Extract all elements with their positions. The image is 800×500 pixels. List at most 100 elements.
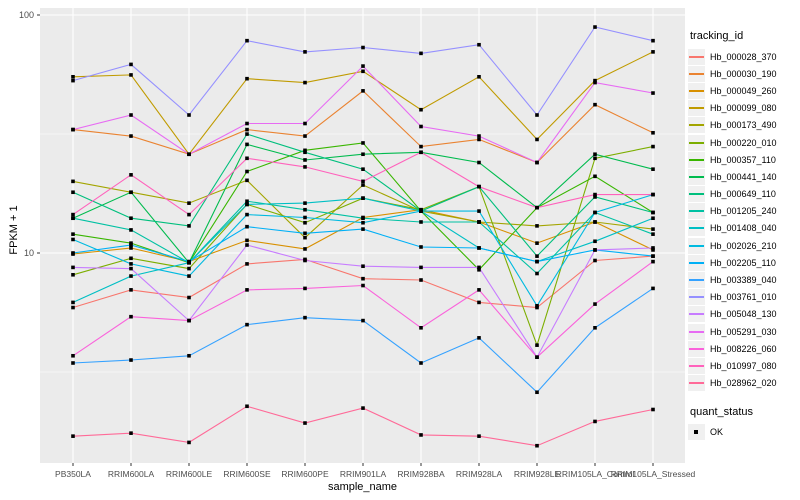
data-point xyxy=(71,127,75,132)
legend-entry-label: Hb_010997_080 xyxy=(710,360,777,371)
x-tick-label: RRIM901LA xyxy=(340,469,387,479)
data-point xyxy=(245,169,249,174)
data-point xyxy=(593,156,597,161)
data-point xyxy=(651,192,655,197)
data-point xyxy=(419,107,423,112)
legend-color-key xyxy=(688,65,705,82)
data-point xyxy=(651,259,655,264)
data-point xyxy=(651,167,655,171)
data-point xyxy=(187,152,191,157)
data-point xyxy=(71,232,75,236)
data-point xyxy=(477,137,481,142)
series-color-line-icon xyxy=(689,72,704,75)
legend-color-key xyxy=(688,289,705,306)
x-tick-label: RRIM600LE xyxy=(166,469,213,479)
legend-color-key xyxy=(688,220,705,237)
data-point xyxy=(129,431,133,435)
legend-entry-label: Hb_000441_140 xyxy=(710,171,777,182)
data-point xyxy=(593,80,597,85)
legend-entry: Hb_003389_040 xyxy=(688,271,800,289)
data-point xyxy=(303,231,307,236)
data-point xyxy=(245,404,249,409)
x-tick-label: RRIM105LA_Stressed xyxy=(611,469,696,479)
legend-entry: Hb_000028_370 xyxy=(688,48,800,65)
data-point xyxy=(361,179,365,184)
data-point xyxy=(303,315,307,320)
data-point xyxy=(651,407,655,412)
legend-color-key xyxy=(688,306,705,323)
data-point xyxy=(477,288,481,292)
y-tick-label: 100 xyxy=(19,10,34,20)
legend-quant-status: quant_status OK xyxy=(688,406,800,441)
data-point xyxy=(593,325,597,330)
legend-series-list: Hb_000028_370 Hb_000030_190 Hb_000049_260 H… xyxy=(688,48,800,392)
data-point xyxy=(535,355,539,359)
square-point-icon xyxy=(694,430,698,435)
data-point xyxy=(245,262,249,266)
data-point xyxy=(245,127,249,132)
data-point xyxy=(245,243,249,247)
legend-entry: Hb_000357_110 xyxy=(688,151,800,168)
data-point xyxy=(535,224,539,228)
data-point xyxy=(303,150,307,155)
legend-entry: Hb_000030_190 xyxy=(688,65,800,82)
legend-entry: Hb_003761_010 xyxy=(688,289,800,306)
series-color-line-icon xyxy=(689,227,704,230)
series-color-line-icon xyxy=(689,296,704,299)
legend-color-key xyxy=(688,48,705,65)
legend-entry: Hb_005048_130 xyxy=(688,306,800,323)
series-color-line-icon xyxy=(689,107,704,110)
data-point xyxy=(419,51,423,56)
data-point xyxy=(303,80,307,85)
data-point xyxy=(303,247,307,251)
legend-entry: Hb_000649_110 xyxy=(688,186,800,203)
legend-color-key xyxy=(688,134,705,151)
data-point xyxy=(361,318,365,323)
data-point xyxy=(361,167,365,171)
data-point xyxy=(651,216,655,221)
data-point xyxy=(361,69,365,74)
data-point xyxy=(187,274,191,278)
legend-color-key xyxy=(688,203,705,220)
data-point xyxy=(477,160,481,165)
legend-color-key xyxy=(688,323,705,340)
y-axis-title: FPKM + 1 xyxy=(8,205,20,255)
data-point xyxy=(535,271,539,276)
series-color-line-icon xyxy=(689,55,704,58)
legend-entry: Hb_000099_080 xyxy=(688,100,800,117)
data-point xyxy=(303,215,307,220)
data-point xyxy=(361,89,365,93)
legend-entry-label: Hb_002205_110 xyxy=(710,257,776,268)
data-point xyxy=(361,64,365,68)
data-point xyxy=(303,201,307,205)
data-point xyxy=(71,353,75,358)
data-point xyxy=(187,113,191,117)
data-point xyxy=(361,276,365,281)
data-point xyxy=(245,202,249,207)
data-point xyxy=(419,325,423,330)
data-point xyxy=(187,212,191,217)
data-point xyxy=(71,74,75,79)
data-point xyxy=(303,134,307,138)
legend-entry-label: Hb_000173_490 xyxy=(710,120,777,131)
legend-entry: Hb_002205_110 xyxy=(688,254,800,271)
data-point xyxy=(187,318,191,323)
legend-color-key xyxy=(688,254,705,271)
legend-entry-label: Hb_003389_040 xyxy=(710,275,777,286)
data-point xyxy=(71,361,75,365)
data-point xyxy=(593,239,597,244)
data-point xyxy=(419,265,423,270)
data-point xyxy=(361,141,365,145)
data-point xyxy=(71,237,75,242)
x-tick-label: RRIM928BA xyxy=(397,469,445,479)
data-point xyxy=(419,124,423,129)
legend-entry-label: Hb_003761_010 xyxy=(710,292,777,303)
data-point xyxy=(419,220,423,224)
series-color-line-icon xyxy=(689,141,704,144)
data-point xyxy=(651,248,655,252)
data-point xyxy=(361,283,365,288)
data-point xyxy=(477,209,481,213)
data-point xyxy=(593,102,597,107)
data-point xyxy=(535,390,539,395)
